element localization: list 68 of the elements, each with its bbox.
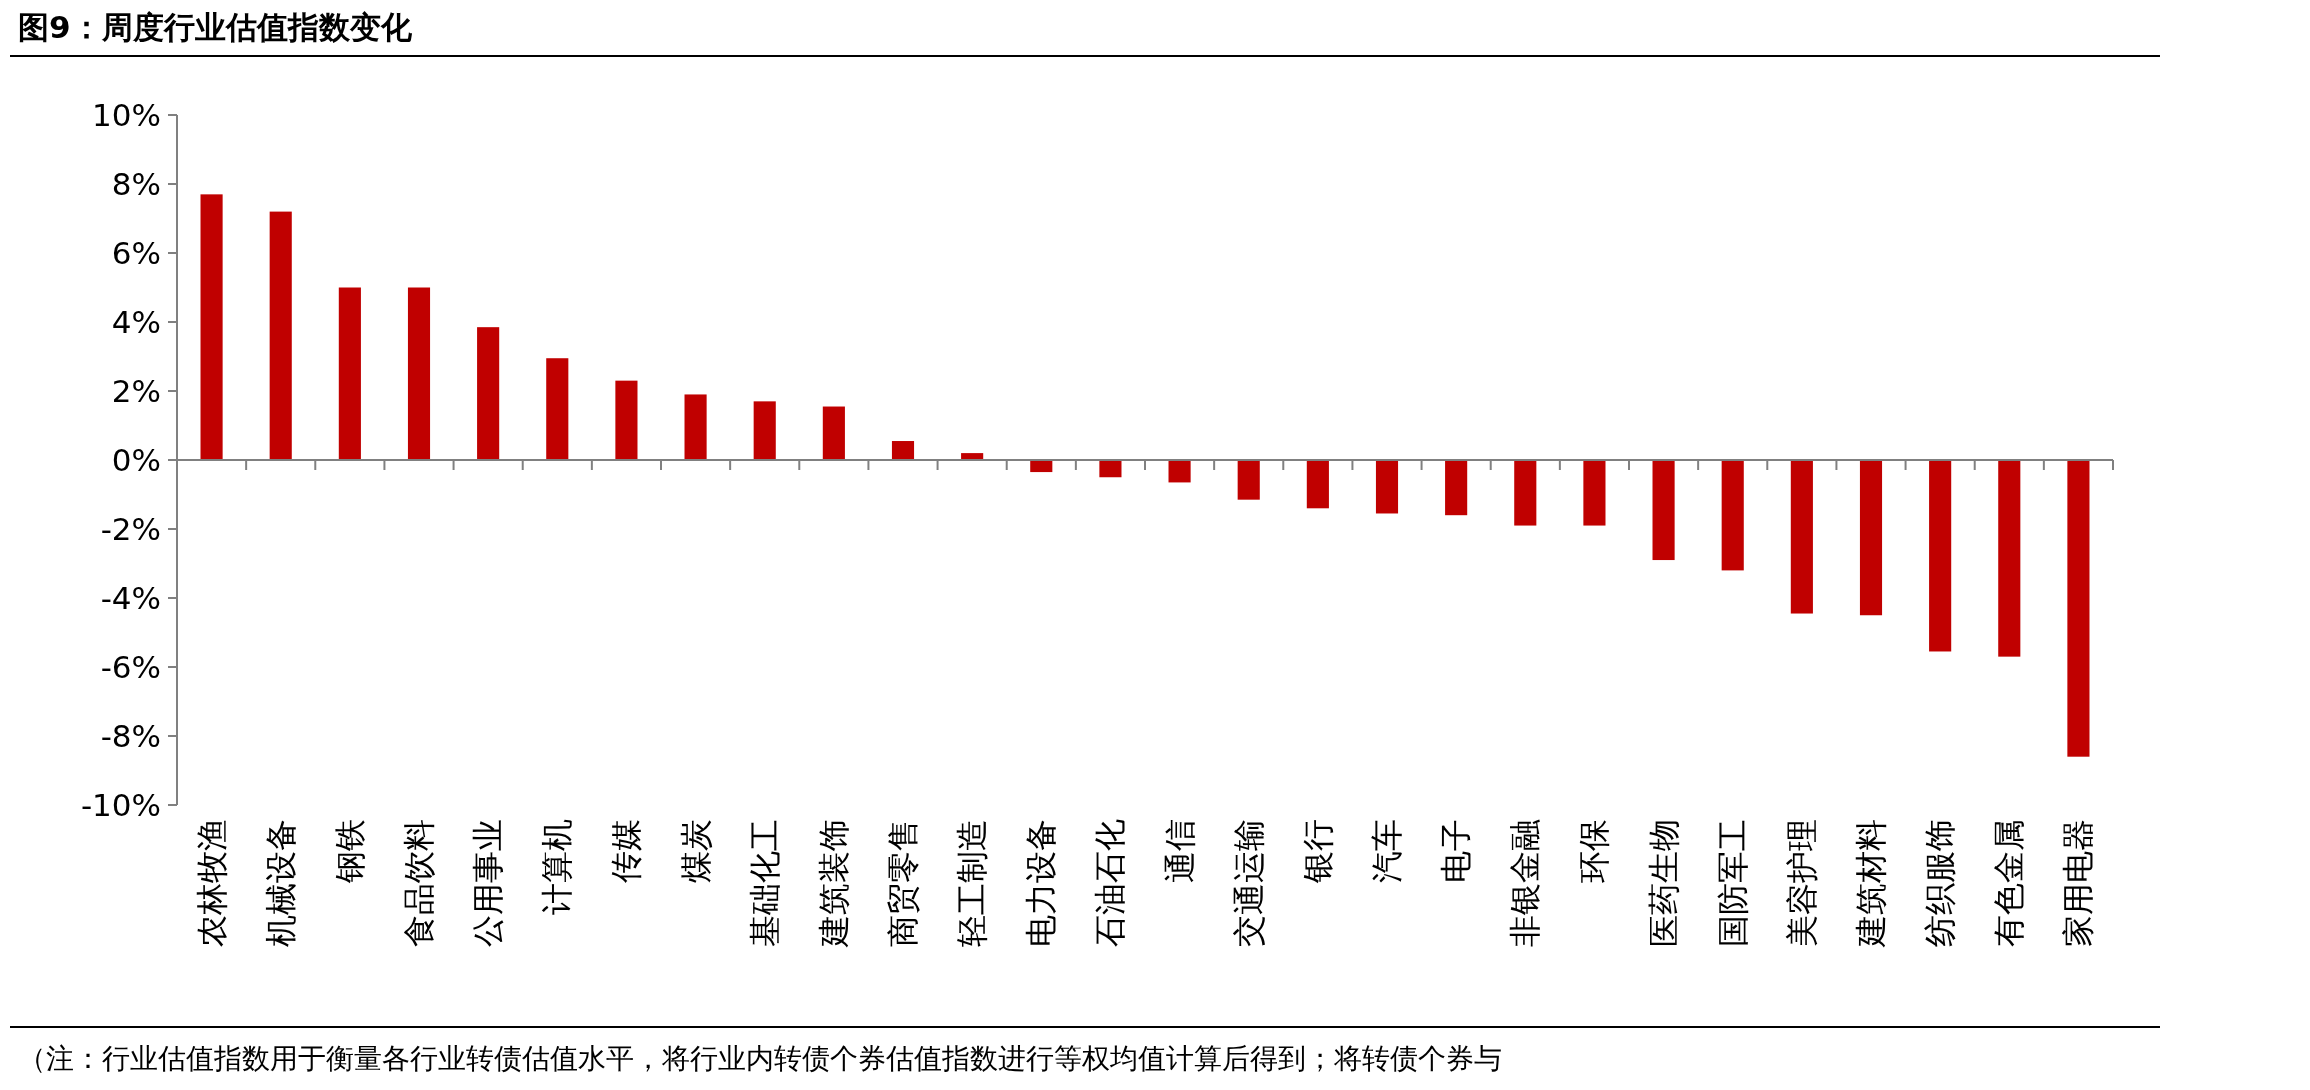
bar	[1237, 460, 1260, 500]
bar	[615, 380, 638, 460]
y-tick-label: 10%	[92, 97, 161, 133]
bar	[753, 401, 776, 460]
x-tick-label: 家用电器	[2059, 819, 2098, 947]
bar	[822, 406, 845, 460]
y-tick-label: -10%	[80, 787, 161, 823]
bar	[1099, 460, 1122, 478]
bar	[1445, 460, 1468, 516]
x-tick-label: 建筑装饰	[814, 819, 853, 948]
y-tick-label: 0%	[111, 442, 161, 478]
x-tick-label: 轻工制造	[953, 819, 992, 947]
bar	[1375, 460, 1399, 514]
bar	[1652, 460, 1675, 561]
x-tick-label: 商贸零售	[884, 819, 922, 947]
bar	[1514, 460, 1537, 526]
x-tick-label: 建筑材料	[1852, 819, 1890, 948]
x-tick-label: 钢铁	[330, 819, 369, 884]
x-tick-label: 电子	[1437, 819, 1476, 883]
x-tick-label: 有色金属	[1990, 819, 2029, 947]
bar	[2067, 460, 2090, 757]
y-tick-label: 8%	[111, 166, 161, 202]
x-tick-label: 交通运输	[1229, 819, 1268, 947]
bar	[1998, 460, 2021, 657]
x-tick-label: 电力设备	[1022, 819, 1061, 947]
y-tick-label: 4%	[111, 304, 161, 340]
x-tick-label: 计算机	[538, 819, 577, 915]
x-tick-label: 公用事业	[469, 819, 508, 947]
x-tick-label: 美容护理	[1782, 819, 1821, 947]
x-tick-label: 农林牧渔	[192, 819, 231, 947]
bar	[891, 441, 915, 460]
y-tick-label: -2%	[100, 511, 161, 547]
x-tick-label: 基础化工	[745, 819, 784, 947]
bar	[684, 394, 707, 460]
x-tick-label: 石油石化	[1091, 819, 1130, 947]
y-tick-label: -8%	[100, 718, 161, 754]
x-tick-label: 传媒	[607, 819, 646, 883]
x-tick-label: 通信	[1160, 819, 1199, 883]
chart-title: 图9：周度行业估值指数变化	[18, 9, 413, 45]
x-tick-label: 医药生物	[1644, 819, 1683, 947]
bar	[1929, 460, 1952, 652]
bar	[477, 327, 500, 460]
y-tick-label: 2%	[111, 373, 161, 409]
x-tick-label: 环保	[1575, 819, 1614, 883]
text: （注：行业估值指数用于衡量各行业转债估值水平，将行业内转债个券估值指数进行等权均值计算后得到；将转债个券与	[18, 1042, 1502, 1075]
bar	[1721, 460, 1744, 571]
x-tick-label: 食品饮料	[400, 819, 438, 947]
x-tick-label: 纺织服饰	[1921, 819, 1960, 947]
bar	[546, 358, 569, 460]
bar	[200, 194, 223, 460]
bar	[269, 211, 292, 460]
x-tick-label: 汽车	[1368, 819, 1406, 883]
y-tick-label: -4%	[100, 580, 161, 616]
bar	[1306, 460, 1329, 509]
y-tick-label: 6%	[111, 235, 161, 271]
bar	[338, 287, 361, 460]
x-tick-label: 机械设备	[261, 819, 300, 947]
y-tick-label: -6%	[100, 649, 161, 685]
x-tick-label: 银行	[1298, 819, 1337, 884]
bar	[1168, 460, 1191, 483]
bar	[1790, 460, 1813, 614]
bar	[1583, 460, 1606, 526]
x-tick-label: 非银金融	[1506, 819, 1545, 947]
x-tick-label: 国防军工	[1713, 819, 1752, 947]
bar	[1030, 460, 1053, 473]
bar	[407, 287, 431, 460]
bar	[1859, 460, 1883, 616]
x-tick-label: 煤炭	[676, 819, 715, 883]
